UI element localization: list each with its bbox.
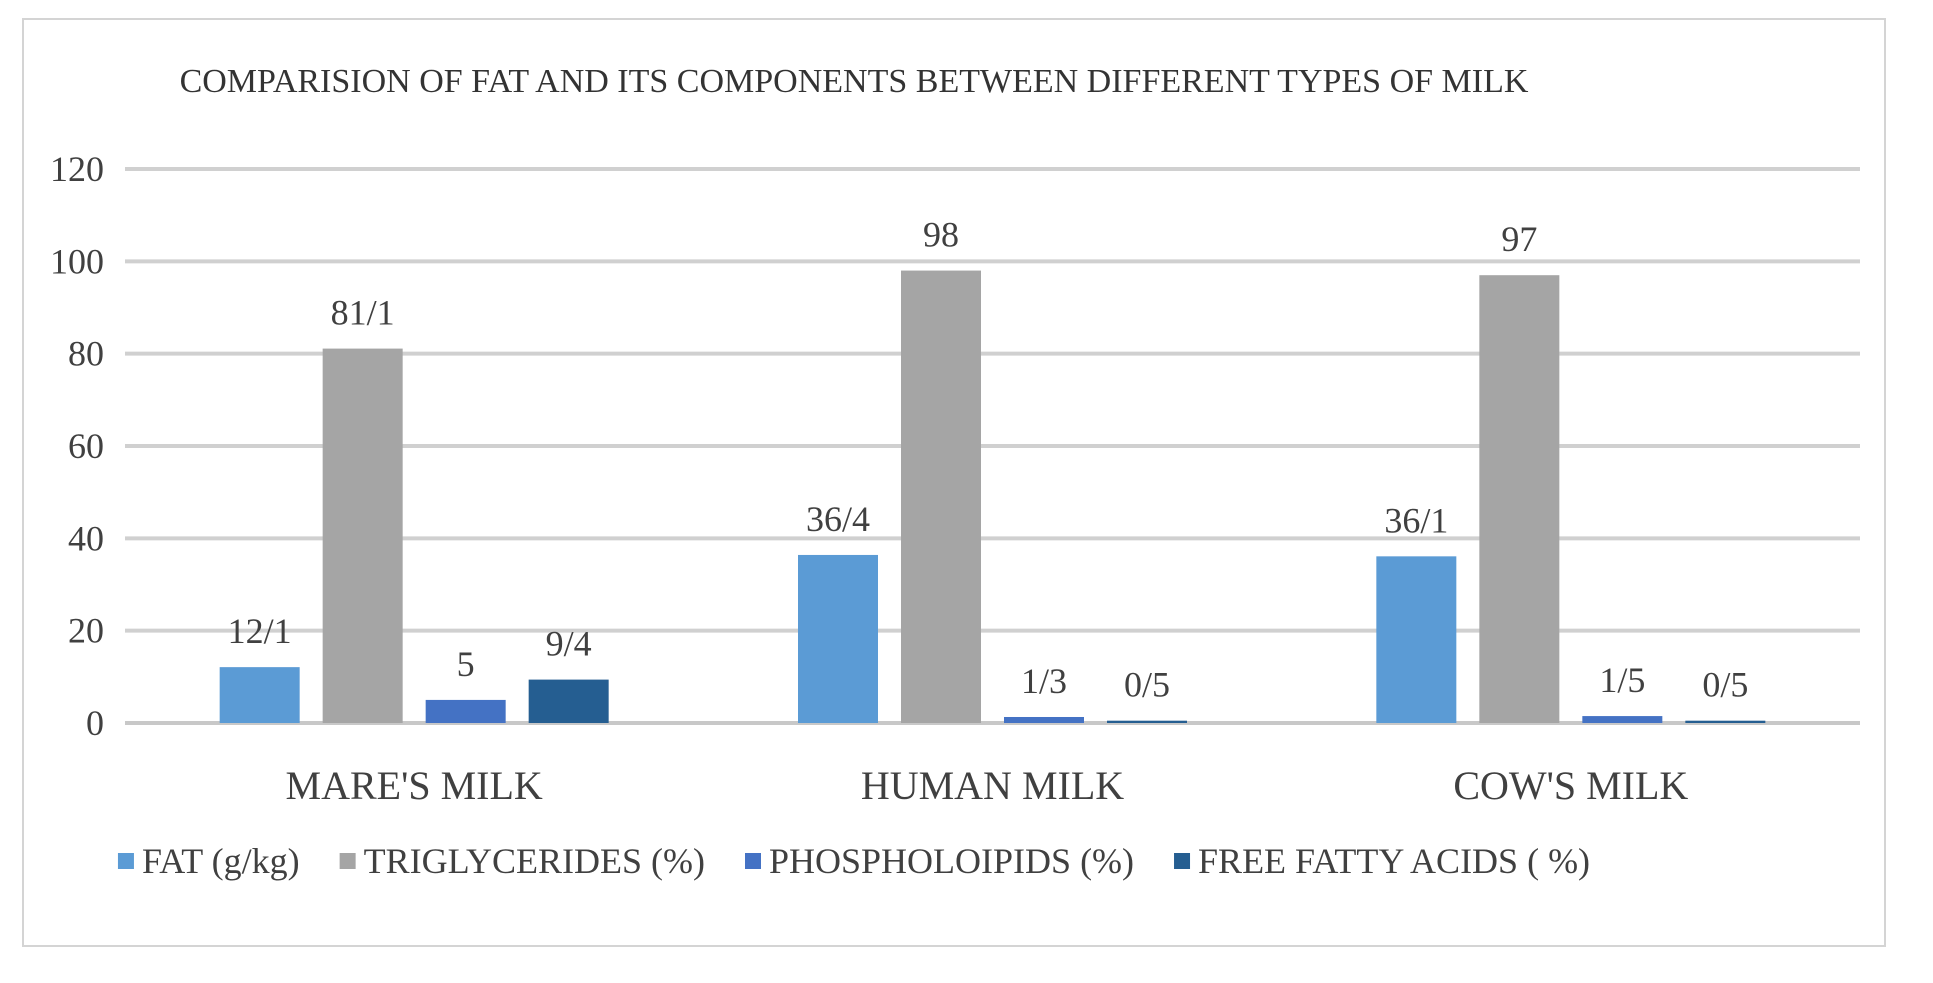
chart-title: COMPARISION OF FAT AND ITS COMPONENTS BE… xyxy=(180,63,1529,100)
bar-1-0 xyxy=(798,554,878,723)
y-tick-label: 120 xyxy=(50,149,104,189)
bar-2-3 xyxy=(1685,720,1766,723)
bars xyxy=(219,270,1766,723)
data-label: 97 xyxy=(1501,219,1537,259)
legend-swatch xyxy=(117,853,134,869)
legend-swatch xyxy=(339,853,356,869)
bar-1-3 xyxy=(1107,720,1187,723)
y-tick-label: 100 xyxy=(50,241,104,281)
legend: FAT (g/kg) TRIGLYCERIDES (%) PHOSPHOLOIPID… xyxy=(117,841,1590,881)
legend-label: FAT (g/kg) xyxy=(142,841,300,881)
legend-item: PHOSPHOLOIPIDS (%) xyxy=(745,841,1134,881)
data-labels: 12/1 81/1 5 9/4 36/4 98 1/3 0/5 36/1 97 1/5 0/5 xyxy=(228,215,1749,705)
y-tick-label: 0 xyxy=(86,703,104,743)
legend-label: PHOSPHOLOIPIDS (%) xyxy=(769,841,1134,881)
data-label: 36/1 xyxy=(1384,500,1448,540)
chart-frame: COMPARISION OF FAT AND ITS COMPONENTS BE… xyxy=(22,18,1886,947)
data-label: 12/1 xyxy=(228,611,292,651)
legend-item: TRIGLYCERIDES (%) xyxy=(339,841,705,881)
y-tick-label: 60 xyxy=(68,426,104,466)
bar-2-2 xyxy=(1582,716,1663,723)
bar-2-0 xyxy=(1376,556,1457,723)
y-tick-label: 20 xyxy=(68,611,104,651)
bar-0-0 xyxy=(219,667,300,723)
bar-0-2 xyxy=(425,699,506,723)
category-label: MARE'S MILK xyxy=(286,763,543,808)
gridlines xyxy=(125,167,1860,725)
bar-1-1 xyxy=(901,270,981,723)
legend-item: FAT (g/kg) xyxy=(117,841,300,881)
bar-0-3 xyxy=(528,679,609,723)
y-axis-ticks: 0 20 40 60 80 100 120 xyxy=(50,149,104,743)
y-tick-label: 80 xyxy=(68,334,104,374)
legend-label: FREE FATTY ACIDS ( %) xyxy=(1198,841,1590,881)
data-label: 0/5 xyxy=(1702,665,1748,705)
legend-label: TRIGLYCERIDES (%) xyxy=(364,841,705,881)
legend-swatch xyxy=(1174,853,1191,869)
data-label: 5 xyxy=(457,644,475,684)
data-label: 9/4 xyxy=(546,624,592,664)
bar-2-1 xyxy=(1479,275,1560,723)
data-label: 36/4 xyxy=(806,499,870,539)
bar-1-2 xyxy=(1004,716,1084,723)
x-axis-categories: MARE'S MILK HUMAN MILK COW'S MILK xyxy=(286,763,1689,808)
legend-item: FREE FATTY ACIDS ( %) xyxy=(1174,841,1590,881)
bar-chart: COMPARISION OF FAT AND ITS COMPONENTS BE… xyxy=(50,63,1860,881)
data-label: 98 xyxy=(923,215,959,255)
data-label: 1/5 xyxy=(1599,660,1645,700)
bar-0-1 xyxy=(322,348,403,723)
data-label: 1/3 xyxy=(1021,661,1067,701)
y-tick-label: 40 xyxy=(68,518,104,558)
data-label: 0/5 xyxy=(1124,665,1170,705)
legend-swatch xyxy=(745,853,761,869)
category-label: HUMAN MILK xyxy=(861,763,1124,808)
data-label: 81/1 xyxy=(331,293,395,333)
category-label: COW'S MILK xyxy=(1453,763,1688,808)
